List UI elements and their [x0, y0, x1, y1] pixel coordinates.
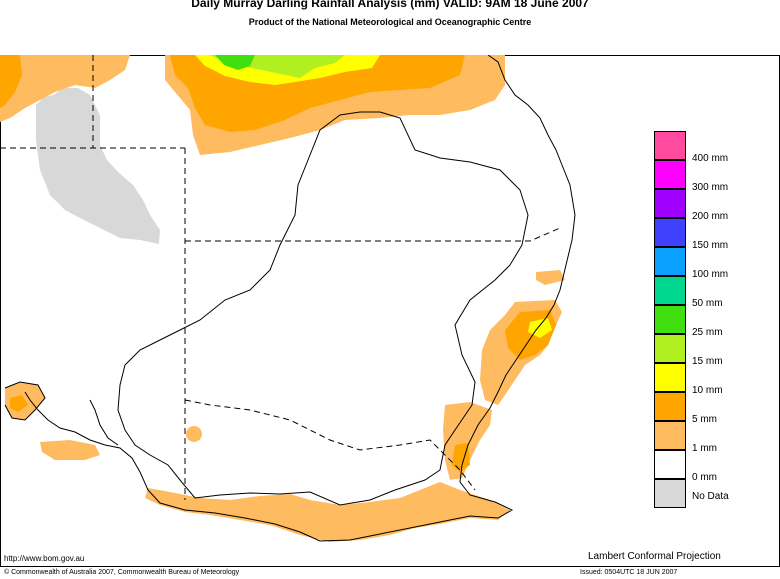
legend-label: 50 mm: [692, 298, 723, 309]
coastline: [24, 55, 576, 542]
legend-label: 1 mm: [692, 443, 717, 454]
rainfall-map: [0, 55, 780, 567]
legend-swatch: [654, 131, 686, 160]
rain-1mm-west-3: [186, 426, 202, 442]
legend-label: 0 mm: [692, 472, 717, 483]
source-url[interactable]: http://www.bom.gov.au: [4, 554, 85, 563]
legend-swatch: [654, 305, 686, 334]
state-borders: [0, 55, 561, 500]
legend-swatch: [654, 276, 686, 305]
legend-swatch: [654, 247, 686, 276]
rain-5mm-east-3: [452, 443, 470, 472]
rain-1mm-east-1: [536, 270, 565, 285]
legend-label: No Data: [692, 491, 729, 502]
legend-label: 5 mm: [692, 414, 717, 425]
legend-swatch: [654, 334, 686, 363]
legend-label: 15 mm: [692, 356, 723, 367]
legend-swatch: [654, 479, 686, 508]
legend-swatch: [654, 160, 686, 189]
legend-swatch: [654, 421, 686, 450]
basin-boundary: [117, 111, 529, 506]
legend-label: 400 mm: [692, 153, 729, 164]
no-data-region: [36, 88, 160, 244]
rain-1mm-northwest: [0, 55, 130, 122]
copyright-notice: © Commonwealth of Australia 2007, Common…: [4, 569, 240, 576]
legend-swatch: [654, 392, 686, 421]
map-border: [0, 55, 780, 567]
legend-swatch: [654, 189, 686, 218]
rain-1mm-south: [145, 482, 510, 542]
legend-label: 300 mm: [692, 182, 729, 193]
legend-label: 150 mm: [692, 240, 729, 251]
legend-label: 200 mm: [692, 211, 729, 222]
legend-label: 25 mm: [692, 327, 723, 338]
legend-label: 100 mm: [692, 269, 729, 280]
legend-swatch: [654, 363, 686, 392]
gulf-coast: [4, 381, 119, 446]
legend-swatch: [654, 450, 686, 479]
rain-5mm-west-1: [10, 395, 28, 412]
rain-5mm-northwest: [0, 55, 22, 108]
projection-label: Lambert Conformal Projection: [588, 551, 721, 562]
legend-swatch: [654, 218, 686, 247]
issued-timestamp: Issued: 0504UTC 18 JUN 2007: [580, 569, 678, 576]
rain-25mm-north: [215, 55, 255, 70]
rain-1mm-west-2: [40, 440, 100, 460]
map-title: Daily Murray Darling Rainfall Analysis (…: [191, 0, 589, 10]
map-subtitle: Product of the National Meteorological a…: [248, 17, 532, 27]
legend-label: 10 mm: [692, 385, 723, 396]
